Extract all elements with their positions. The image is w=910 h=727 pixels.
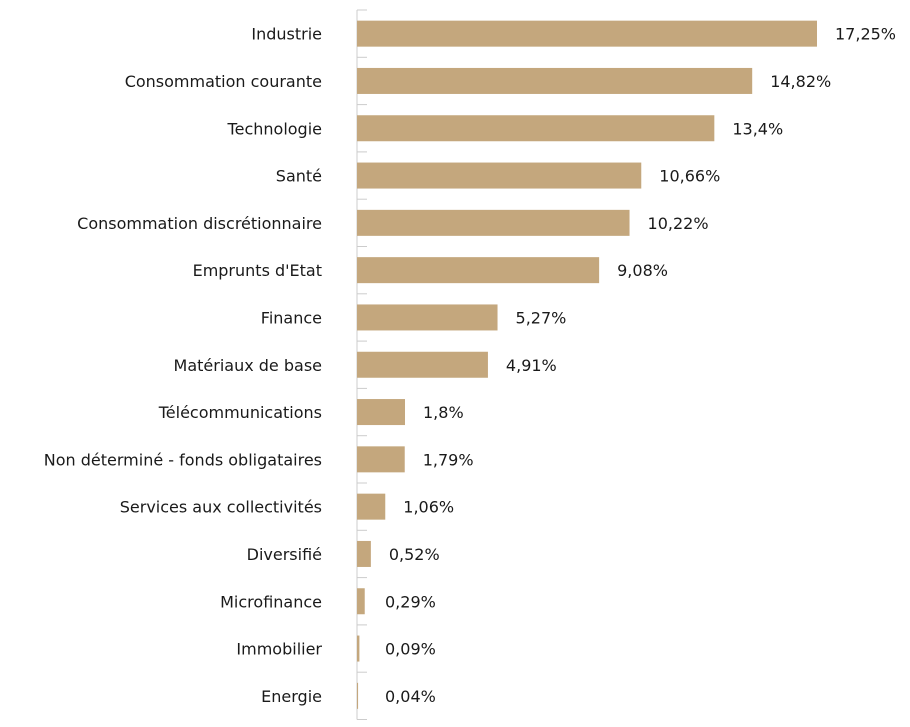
category-label: Non déterminé - fonds obligataires (44, 450, 322, 469)
category-label: Consommation discrétionnaire (77, 214, 322, 233)
value-label: 1,79% (423, 450, 474, 469)
category-label: Diversifié (247, 545, 322, 564)
value-label: 0,09% (385, 640, 436, 659)
bar (357, 67, 753, 94)
value-label: 10,66% (659, 167, 720, 186)
bar (357, 399, 405, 426)
value-labels: 17,25% 14,82% 13,4% 10,66% 10,22% 9,08% 5,27% 4… (385, 25, 896, 706)
value-label: 0,29% (385, 592, 436, 611)
category-label: Santé (276, 167, 322, 186)
bar (357, 304, 498, 331)
bar (357, 257, 600, 284)
bar (357, 20, 817, 47)
bars (357, 20, 817, 709)
bar (357, 588, 365, 615)
bar (357, 493, 386, 520)
bar (357, 635, 360, 662)
category-label: Immobilier (236, 640, 322, 659)
bar (357, 682, 359, 709)
bar (357, 351, 488, 378)
category-label: Industrie (251, 25, 322, 44)
value-label: 1,06% (403, 498, 454, 517)
category-label: Technologie (227, 119, 322, 138)
bar (357, 162, 642, 189)
bar (357, 209, 630, 236)
value-label: 14,82% (770, 72, 831, 91)
category-label: Emprunts d'Etat (193, 261, 322, 280)
category-label: Télécommunications (158, 403, 322, 422)
value-label: 0,04% (385, 687, 436, 706)
bar (357, 540, 371, 567)
bar (357, 115, 715, 142)
value-label: 4,91% (506, 356, 557, 375)
value-label: 9,08% (617, 261, 668, 280)
bar (357, 446, 405, 473)
category-label: Services aux collectivités (120, 498, 322, 517)
value-label: 0,52% (389, 545, 440, 564)
category-label: Finance (261, 308, 322, 327)
value-label: 10,22% (648, 214, 709, 233)
value-label: 1,8% (423, 403, 464, 422)
category-label: Matériaux de base (174, 356, 322, 375)
value-label: 17,25% (835, 25, 896, 44)
category-label: Consommation courante (125, 72, 322, 91)
value-label: 13,4% (732, 119, 783, 138)
category-label: Microfinance (220, 592, 322, 611)
category-labels: Industrie Consommation courante Technologi… (44, 25, 323, 706)
category-label: Energie (261, 687, 322, 706)
value-label: 5,27% (516, 308, 567, 327)
